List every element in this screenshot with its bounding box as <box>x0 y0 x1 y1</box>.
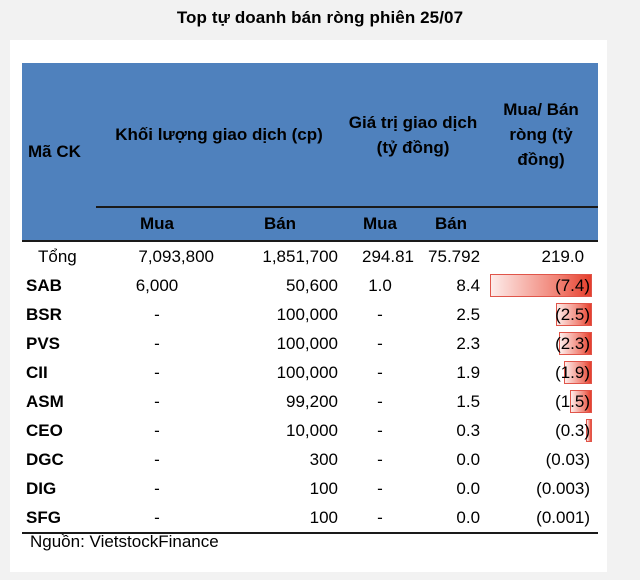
volume-sell: 99,200 <box>286 391 339 411</box>
table-row: DGC - 300 - 0.0 (0.03) <box>22 445 598 474</box>
net-value-label: (0.3) <box>555 420 591 440</box>
net-value-label: (1.9) <box>555 362 591 382</box>
volume-sell: 300 <box>309 449 339 469</box>
volume-sell: 100,000 <box>276 304 339 324</box>
net-sell-bar <box>556 303 593 326</box>
net-value: (1.9) <box>484 358 598 387</box>
volume-sell: 10,000 <box>286 420 339 440</box>
volume-sell: 100 <box>218 503 343 534</box>
header-value: Giá trị giao dịch (tỷ đồng) <box>342 63 485 207</box>
ticker-code: DGC <box>26 449 64 469</box>
header-volume-sell: Bán <box>218 206 343 241</box>
table-row: ASM - 99,200 - 1.5 (1.5) <box>22 387 598 416</box>
table-row: DIG - 100 - 0.0 (0.003) <box>22 474 598 503</box>
value-sell: 2.5 <box>456 304 481 324</box>
header-net-sub <box>484 206 599 241</box>
net-sell-bar <box>585 419 593 442</box>
header-volume-buy: Mua <box>96 206 218 241</box>
value-buy: - <box>377 362 383 382</box>
net-value-label: (1.5) <box>555 391 591 411</box>
ticker-code: CEO <box>26 420 63 440</box>
volume-buy: - <box>154 362 160 382</box>
net-value: (0.003) <box>484 474 598 503</box>
total-label: Tổng <box>22 240 96 271</box>
net-sell-bar <box>564 361 593 384</box>
volume-buy: - <box>96 503 218 534</box>
volume-sell: 100,000 <box>276 362 339 382</box>
header-value-sell: Bán <box>418 206 485 241</box>
net-sell-bar <box>569 390 593 413</box>
table-row: CEO - 10,000 - 0.3 (0.3) <box>22 416 598 445</box>
value-buy: - <box>342 503 419 534</box>
value-sell: 8.4 <box>456 275 481 295</box>
total-net: 219.0 <box>484 240 599 271</box>
total-val-sell: 75.792 <box>418 240 485 271</box>
volume-buy: 6,000 <box>135 275 179 295</box>
header-value-buy: Mua <box>342 206 419 241</box>
header-volume: Khối lượng giao dịch (cp) <box>96 63 343 207</box>
net-value-label: (2.5) <box>555 304 591 324</box>
value-sell: 1.5 <box>456 391 481 411</box>
net-value: (2.3) <box>484 329 598 358</box>
table-title: Top tự doanh bán ròng phiên 25/07 <box>176 8 464 27</box>
net-value: (0.3) <box>484 416 598 445</box>
net-value-label: (7.4) <box>555 275 591 295</box>
ticker-code: BSR <box>26 304 62 324</box>
volume-buy: - <box>154 391 160 411</box>
header-ma-ck: Mã CK <box>22 63 96 241</box>
ticker-code: ASM <box>26 391 64 411</box>
value-buy: - <box>377 478 383 498</box>
value-buy: 1.0 <box>368 275 392 295</box>
net-value: (7.4) <box>484 271 598 300</box>
volume-sell: 100 <box>309 478 339 498</box>
value-sell: 0.0 <box>456 478 481 498</box>
net-value-label: (0.001) <box>536 507 591 527</box>
net-sell-table: Mã CK Khối lượng giao dịch (cp) Giá trị … <box>22 63 599 534</box>
net-value: (1.5) <box>484 387 598 416</box>
total-vol-buy: 7,093,800 <box>96 240 218 271</box>
volume-buy: - <box>154 420 160 440</box>
table-row: PVS - 100,000 - 2.3 (2.3) <box>22 329 598 358</box>
total-vol-sell: 1,851,700 <box>218 240 343 271</box>
value-buy: - <box>377 333 383 353</box>
table-row: CII - 100,000 - 1.9 (1.9) <box>22 358 598 387</box>
value-sell: 0.3 <box>456 420 481 440</box>
source-note: Nguồn: VietstockFinance <box>30 532 219 551</box>
net-value-label: (2.3) <box>555 333 591 353</box>
value-buy: - <box>377 420 383 440</box>
ticker-code: SAB <box>26 275 62 295</box>
value-sell: 1.9 <box>456 362 481 382</box>
total-val-buy: 294.81 <box>342 240 419 271</box>
header-net: Mua/ Bán ròng (tỷ đồng) <box>484 63 599 207</box>
ticker-code: PVS <box>26 333 61 353</box>
table-row: SFG -100-0.0 (0.001) <box>22 503 599 534</box>
net-value: (2.5) <box>484 300 598 329</box>
net-value-label: (0.03) <box>545 449 591 469</box>
total-row: Tổng 7,093,800 1,851,700 294.81 75.792 2… <box>22 240 599 271</box>
volume-sell: 100,000 <box>276 333 339 353</box>
net-value: (0.001) <box>484 503 599 534</box>
volume-buy: - <box>154 333 160 353</box>
value-sell: 0.0 <box>456 449 481 469</box>
value-sell: 0.0 <box>418 503 485 534</box>
volume-buy: - <box>154 304 160 324</box>
net-value-label: (0.003) <box>536 478 591 498</box>
volume-sell: 50,600 <box>286 275 339 295</box>
net-sell-bar <box>490 274 593 297</box>
ticker-code: DIG <box>26 478 57 498</box>
net-value: (0.03) <box>484 445 598 474</box>
value-sell: 2.3 <box>456 333 481 353</box>
ticker-code: CII <box>26 362 48 382</box>
value-buy: - <box>377 391 383 411</box>
table-row: SAB 6,000 50,600 1.0 8.4 (7.4) <box>22 271 598 300</box>
volume-buy: - <box>154 478 160 498</box>
table-row: BSR - 100,000 - 2.5 (2.5) <box>22 300 598 329</box>
volume-buy: - <box>154 449 160 469</box>
value-buy: - <box>377 304 383 324</box>
net-sell-bar <box>558 332 593 355</box>
ticker-code: SFG <box>22 503 96 534</box>
value-buy: - <box>377 449 383 469</box>
